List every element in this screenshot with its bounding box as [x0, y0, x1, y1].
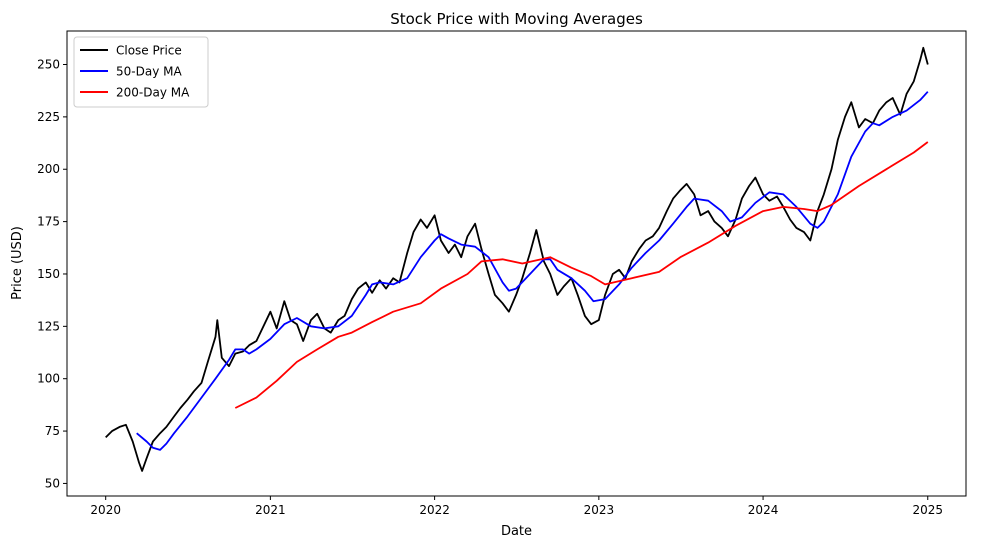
x-tick-label: 2023 [584, 503, 615, 517]
x-tick-label: 2021 [255, 503, 286, 517]
y-tick-label: 75 [45, 424, 60, 438]
legend-label: 200-Day MA [116, 86, 190, 100]
series-line-3 [234, 141, 929, 409]
plot-frame [66, 30, 967, 497]
chart-title: Stock Price with Moving Averages [390, 10, 643, 28]
y-tick-label: 200 [37, 162, 60, 176]
y-tick-label: 100 [37, 372, 60, 386]
x-tick-label: 2024 [748, 503, 779, 517]
legend-label: 50-Day MA [116, 65, 182, 79]
y-tick-label: 50 [45, 476, 60, 490]
y-axis-label: Price (USD) [10, 226, 25, 300]
legend-box [73, 36, 209, 108]
legend-label: Close Price [116, 44, 182, 58]
x-axis: 2020 2021 2022 2023 2024 2025 [90, 496, 943, 517]
x-tick-label: 2022 [419, 503, 450, 517]
series-line-1 [105, 46, 929, 472]
x-axis-label: Date [501, 524, 532, 539]
y-axis: 50 75 100 125 150 175 200 225 250 [37, 58, 67, 490]
y-tick-label: 150 [37, 267, 60, 281]
y-tick-label: 225 [37, 110, 60, 124]
series-line-2 [136, 91, 929, 451]
x-tick-label: 2025 [912, 503, 943, 517]
y-tick-label: 175 [37, 215, 60, 229]
legend: Close Price 50-Day MA 200-Day MA [73, 36, 209, 108]
x-tick-label: 2020 [90, 503, 121, 517]
series-lines [105, 46, 929, 472]
y-tick-label: 125 [37, 319, 60, 333]
y-tick-label: 250 [37, 58, 60, 72]
